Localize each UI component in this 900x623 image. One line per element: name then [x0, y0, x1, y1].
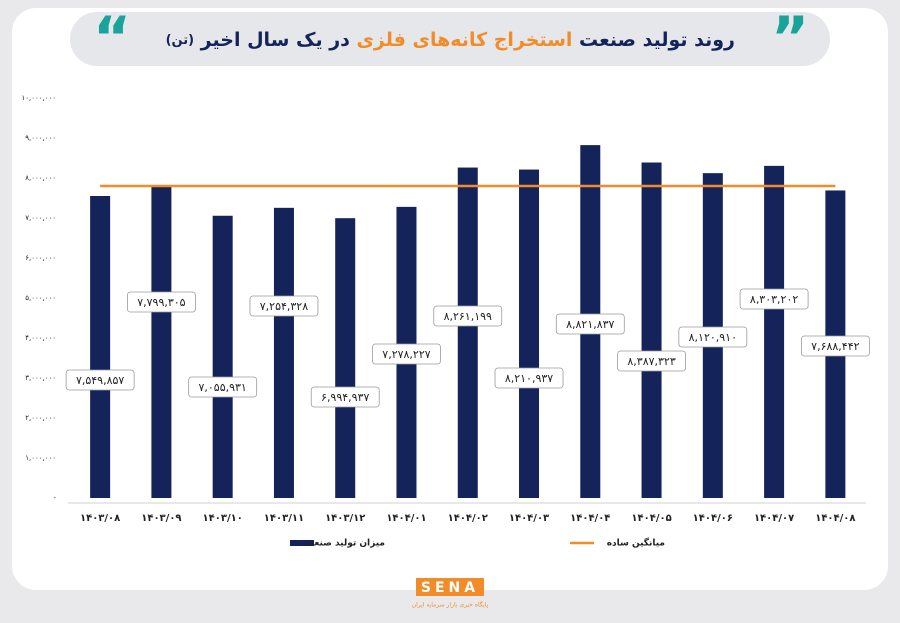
- data-label-box: [127, 291, 196, 313]
- data-label: ۸,۳۰۳,۲۰۲: [750, 293, 798, 306]
- data-label-box: [800, 335, 870, 357]
- y-tick-label: ۸,۰۰۰,۰۰۰: [25, 174, 56, 182]
- bar: [90, 196, 111, 498]
- chart-title: روند تولید صنعت استخراج کانه‌های فلزی در…: [166, 29, 735, 51]
- title-pill: [70, 12, 830, 66]
- data-label-box: [249, 295, 319, 317]
- x-tick-label: ۱۴۰۴/۰۲: [448, 513, 488, 524]
- bar: [151, 186, 172, 498]
- title-part: در یک سال اخیر: [200, 29, 350, 51]
- y-tick-label: -: [53, 494, 56, 502]
- x-tick-label: ۱۴۰۴/۰۳: [509, 513, 549, 524]
- data-label-box: [617, 350, 686, 372]
- y-tick-label: ۲,۰۰۰,۰۰۰: [25, 414, 56, 422]
- title-highlight: استخراج کانه‌های فلزی: [357, 29, 573, 51]
- data-label-box: [678, 326, 748, 348]
- data-label-box: [494, 367, 564, 389]
- data-label: ۷,۵۴۹,۸۵۷: [76, 374, 124, 387]
- logo: SENA پایگاه خبری بازار سرمایه ایران: [412, 578, 489, 609]
- y-tick-label: ۷,۰۰۰,۰۰۰: [25, 214, 56, 222]
- bar: [641, 162, 662, 498]
- y-tick-label: ۱۰,۰۰۰,۰۰۰: [21, 94, 56, 102]
- data-label-box: [739, 288, 809, 310]
- y-tick-label: ۶,۰۰۰,۰۰۰: [25, 254, 56, 262]
- title-part: روند تولید صنعت: [579, 29, 735, 51]
- x-tick-label: ۱۴۰۴/۰۷: [754, 513, 794, 524]
- bar: [335, 218, 356, 498]
- y-tick-label: ۵,۰۰۰,۰۰۰: [25, 294, 56, 302]
- legend-label: میانگین ساده: [607, 537, 665, 549]
- bar: [519, 169, 540, 499]
- logo-box: [416, 578, 484, 596]
- logo-tagline: پایگاه خبری بازار سرمایه ایران: [412, 601, 489, 609]
- y-tick-label: ۱,۰۰۰,۰۰۰: [25, 454, 56, 462]
- x-tick-label: ۱۴۰۳/۱۱: [264, 513, 304, 524]
- x-tick-label: ۱۴۰۳/۱۲: [325, 513, 365, 524]
- data-label-box: [65, 369, 135, 391]
- legend-swatch: [290, 540, 314, 546]
- bar: [764, 165, 785, 498]
- x-tick-label: ۱۴۰۴/۰۴: [570, 513, 610, 524]
- data-label-box: [372, 343, 441, 365]
- data-label: ۸,۳۸۷,۳۲۳: [627, 355, 675, 368]
- data-label-box: [433, 305, 503, 327]
- data-label-box: [310, 386, 380, 408]
- y-tick-label: ۴,۰۰۰,۰۰۰: [25, 334, 56, 342]
- data-label: ۸,۲۶۱,۱۹۹: [444, 310, 492, 323]
- y-tick-label: ۹,۰۰۰,۰۰۰: [25, 134, 56, 142]
- bar: [457, 167, 478, 498]
- data-label: ۷,۲۵۴,۳۲۸: [260, 300, 308, 313]
- data-label: ۸,۱۲۰,۹۱۰: [689, 331, 737, 344]
- title-unit: (تن): [166, 33, 194, 48]
- legend-label: میزان تولید صنعت: [305, 539, 385, 549]
- data-label: ۷,۷۹۹,۳۰۵: [137, 296, 185, 309]
- x-tick-label: ۱۴۰۴/۰۶: [693, 513, 733, 524]
- data-label: ۷,۰۵۵,۹۳۱: [198, 381, 246, 394]
- data-label-box: [555, 313, 625, 335]
- bar: [273, 207, 294, 498]
- x-tick-label: ۱۴۰۴/۰۸: [815, 513, 855, 524]
- data-label: ۶,۹۹۴,۹۳۷: [321, 391, 369, 404]
- x-tick-label: ۱۴۰۳/۰۸: [80, 513, 120, 524]
- data-label: ۸,۲۱۰,۹۳۷: [505, 372, 553, 385]
- x-tick-label: ۱۴۰۳/۰۹: [141, 513, 181, 524]
- bar: [212, 215, 233, 498]
- data-label-box: [188, 376, 258, 398]
- data-label: ۸,۸۲۱,۸۳۷: [566, 318, 614, 331]
- x-tick-label: ۱۴۰۴/۰۵: [631, 513, 671, 524]
- quote-left: “: [93, 4, 131, 72]
- quote-right: ”: [771, 4, 809, 72]
- logo-name: SENA: [421, 580, 479, 596]
- y-tick-label: ۳,۰۰۰,۰۰۰: [25, 374, 56, 382]
- x-tick-label: ۱۴۰۳/۱۰: [203, 513, 243, 524]
- data-label: ۷,۲۷۸,۲۲۷: [382, 348, 430, 361]
- x-tick-label: ۱۴۰۴/۰۱: [386, 513, 426, 524]
- data-label: ۷,۶۸۸,۴۴۲: [811, 340, 859, 353]
